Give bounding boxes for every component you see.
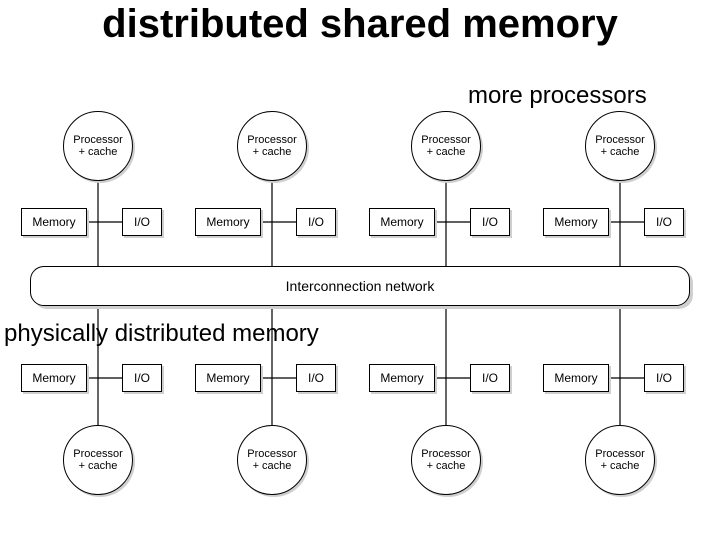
io-box: I/O — [296, 364, 336, 392]
processor-node: Processor+ cache — [585, 111, 655, 181]
processor-label-line2: + cache — [253, 146, 292, 158]
processor-label-line1: Processor — [73, 448, 123, 460]
processor-label-line1: Processor — [421, 134, 471, 146]
processor-label-line2: + cache — [601, 460, 640, 472]
processor-node: Processor+ cache — [63, 111, 133, 181]
processor-node: Processor+ cache — [411, 111, 481, 181]
processor-node: Processor+ cache — [585, 425, 655, 495]
processor-node: Processor+ cache — [63, 425, 133, 495]
processor-label-line2: + cache — [253, 460, 292, 472]
memory-box: Memory — [21, 208, 87, 236]
memory-box: Memory — [543, 364, 609, 392]
io-box: I/O — [122, 364, 162, 392]
processor-label-line2: + cache — [601, 146, 640, 158]
processor-label-line2: + cache — [79, 146, 118, 158]
processor-label-line1: Processor — [247, 134, 297, 146]
processor-label-line2: + cache — [427, 460, 466, 472]
memory-box: Memory — [195, 364, 261, 392]
io-box: I/O — [122, 208, 162, 236]
processor-node: Processor+ cache — [237, 425, 307, 495]
processor-label-line2: + cache — [79, 460, 118, 472]
processor-label-line1: Processor — [595, 134, 645, 146]
interconnection-network: Interconnection network — [30, 266, 690, 306]
processor-label-line1: Processor — [595, 448, 645, 460]
memory-box: Memory — [369, 208, 435, 236]
io-box: I/O — [644, 208, 684, 236]
processor-label-line1: Processor — [247, 448, 297, 460]
page-title: distributed shared memory — [0, 4, 720, 44]
io-box: I/O — [296, 208, 336, 236]
annotation-distributed-memory: physically distributed memory — [4, 320, 319, 348]
io-box: I/O — [644, 364, 684, 392]
memory-box: Memory — [21, 364, 87, 392]
processor-label-line2: + cache — [427, 146, 466, 158]
io-box: I/O — [470, 208, 510, 236]
annotation-more-processors: more processors — [468, 82, 647, 110]
processor-node: Processor+ cache — [411, 425, 481, 495]
memory-box: Memory — [195, 208, 261, 236]
processor-label-line1: Processor — [73, 134, 123, 146]
processor-node: Processor+ cache — [237, 111, 307, 181]
io-box: I/O — [470, 364, 510, 392]
memory-box: Memory — [369, 364, 435, 392]
memory-box: Memory — [543, 208, 609, 236]
processor-label-line1: Processor — [421, 448, 471, 460]
